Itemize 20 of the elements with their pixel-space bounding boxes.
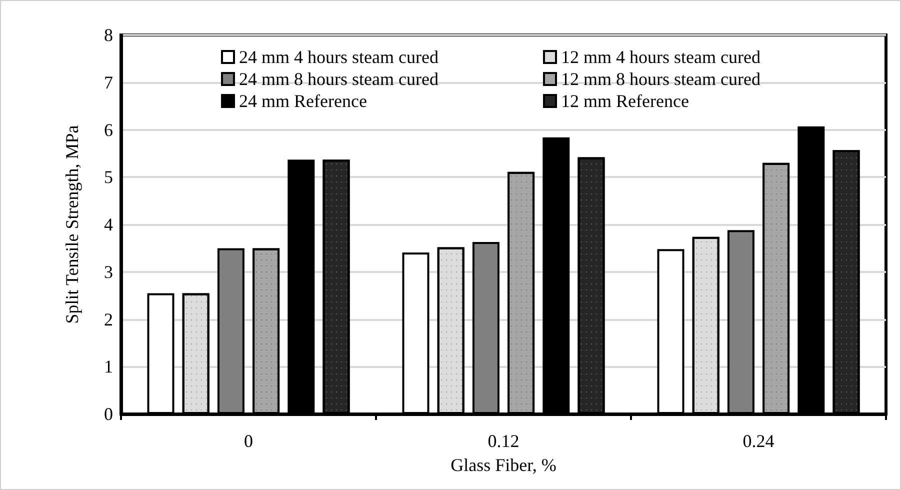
y-tick-label: 2 [104, 309, 113, 330]
x-axis-title: Glass Fiber, % [450, 455, 556, 475]
legend-label: 12 mm 4 hours steam cured [561, 47, 760, 67]
legend-label: 24 mm 4 hours steam cured [239, 47, 438, 67]
y-tick-label: 5 [104, 167, 113, 188]
y-tick-label: 6 [104, 120, 113, 140]
y-tick-label: 7 [104, 72, 113, 92]
x-tick-label: 0.12 [488, 431, 520, 451]
legend-label: 12 mm 8 hours steam cured [561, 69, 760, 89]
legend-label: 12 mm Reference [561, 91, 689, 111]
legend-label: 24 mm 8 hours steam cured [239, 69, 438, 89]
y-tick-label: 0 [104, 404, 113, 424]
y-tick-label: 1 [104, 356, 113, 377]
y-axis-title: Split Tensile Strength, MPa [62, 125, 82, 324]
x-tick-label: 0 [244, 431, 253, 451]
y-tick-label: 3 [104, 262, 113, 282]
legend-label: 24 mm Reference [239, 91, 367, 111]
y-tick-label: 8 [104, 25, 113, 45]
x-tick-label: 0.24 [742, 431, 774, 451]
y-tick-label: 4 [104, 214, 113, 234]
